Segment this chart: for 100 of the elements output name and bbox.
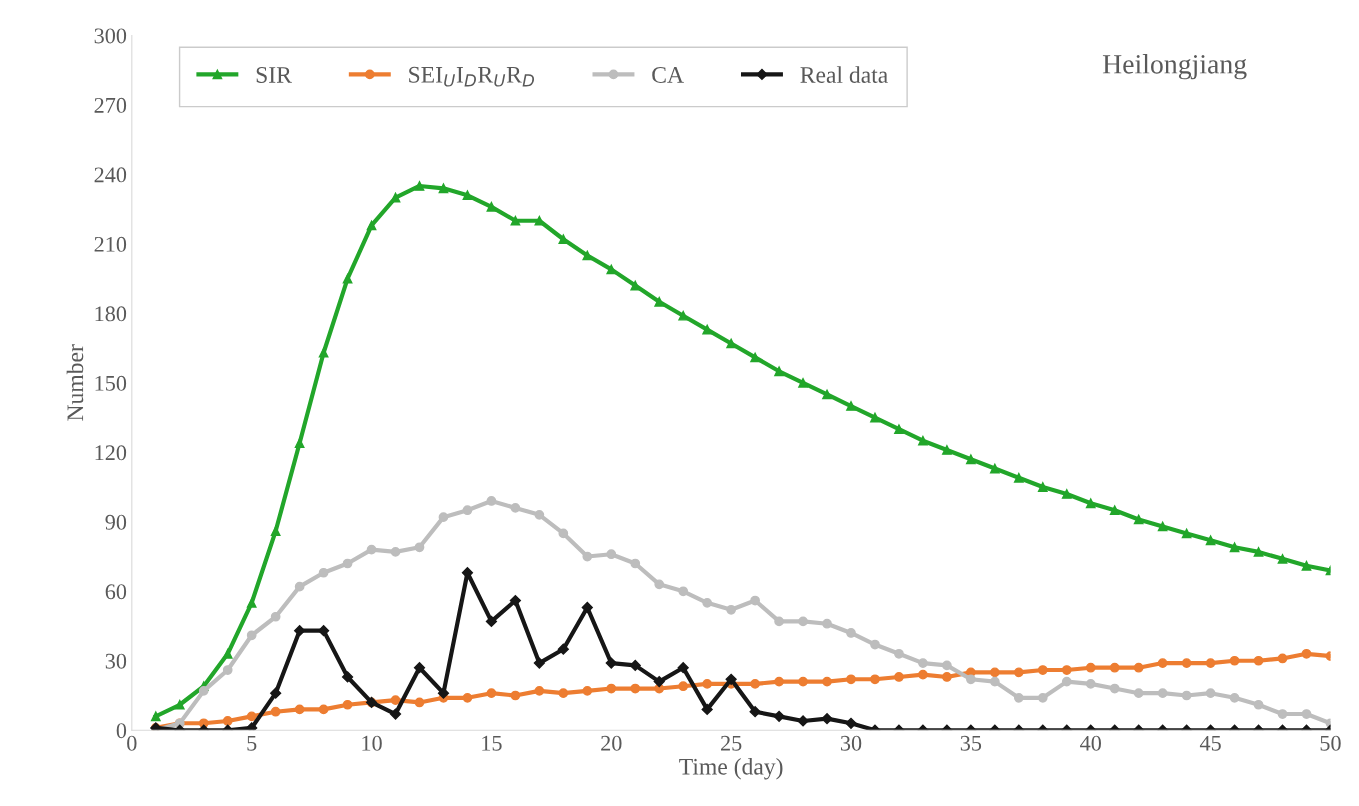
y-tick-label: 30 <box>105 653 127 669</box>
point <box>606 549 617 560</box>
point <box>1109 683 1120 694</box>
point <box>773 710 785 722</box>
point <box>1085 498 1096 509</box>
point <box>294 704 305 715</box>
point <box>1109 662 1120 673</box>
point <box>510 215 521 226</box>
point <box>318 347 329 358</box>
point <box>270 706 281 717</box>
point <box>726 604 737 615</box>
point <box>1157 688 1168 699</box>
point <box>654 296 665 307</box>
point <box>342 273 353 284</box>
y-tick-label: 90 <box>105 514 127 530</box>
point <box>1229 655 1240 666</box>
legend-label: Real data <box>800 66 888 83</box>
point <box>918 435 928 446</box>
point <box>414 697 425 708</box>
point <box>750 352 760 363</box>
point <box>653 675 665 688</box>
point <box>942 445 952 455</box>
point <box>462 505 473 516</box>
point <box>846 628 856 638</box>
point <box>222 665 233 675</box>
annotation: Heilongjiang <box>1102 54 1247 80</box>
y-tick-label: 60 <box>105 584 127 600</box>
point <box>1205 535 1216 546</box>
point <box>342 558 353 569</box>
point <box>774 676 784 687</box>
x-tick-label: 40 <box>1080 735 1101 751</box>
point <box>678 586 689 597</box>
point <box>942 672 952 682</box>
point <box>654 579 665 590</box>
point <box>1133 514 1144 525</box>
y-axis-title: Number <box>66 344 84 421</box>
point <box>270 526 281 536</box>
point <box>222 716 233 726</box>
y-tick-label: 240 <box>94 167 127 183</box>
point <box>630 558 641 569</box>
point <box>486 688 497 699</box>
point <box>845 717 857 729</box>
x-tick-label: 0 <box>127 735 137 751</box>
point <box>294 581 305 592</box>
point <box>533 657 545 669</box>
point <box>702 597 713 608</box>
point <box>318 704 329 715</box>
point <box>413 662 426 674</box>
point <box>798 616 808 627</box>
point <box>870 412 880 423</box>
point <box>1301 709 1312 719</box>
point <box>750 679 760 689</box>
point <box>1133 662 1144 673</box>
point <box>966 674 976 685</box>
point <box>822 389 832 400</box>
point <box>318 625 330 637</box>
point <box>270 687 282 699</box>
point <box>1085 662 1096 673</box>
point <box>822 618 832 629</box>
point <box>630 280 641 291</box>
legend-label: SIR <box>256 67 292 83</box>
point <box>534 509 545 520</box>
point <box>1205 658 1216 668</box>
x-tick-label: 15 <box>482 735 502 751</box>
point <box>294 438 305 448</box>
point <box>389 708 402 720</box>
point <box>246 722 258 731</box>
point <box>510 690 521 701</box>
y-tick-label: 300 <box>94 28 127 44</box>
point <box>1085 679 1096 689</box>
point <box>558 528 569 539</box>
point <box>918 658 928 668</box>
point <box>1229 692 1240 703</box>
point <box>341 671 354 683</box>
point <box>870 674 880 685</box>
point <box>390 192 401 203</box>
point <box>582 250 593 261</box>
point <box>942 660 952 671</box>
x-tick-label: 30 <box>840 735 862 751</box>
point <box>774 366 784 377</box>
point <box>342 699 353 710</box>
point <box>437 687 450 699</box>
point <box>486 201 497 212</box>
point <box>1013 472 1024 483</box>
point <box>390 547 401 557</box>
point <box>894 424 904 435</box>
point <box>894 648 904 659</box>
point <box>1181 658 1192 668</box>
point <box>1013 667 1024 678</box>
point <box>1061 665 1072 675</box>
point <box>989 667 1000 678</box>
point <box>918 669 928 680</box>
point <box>510 503 521 513</box>
point <box>846 674 856 685</box>
point <box>702 324 713 335</box>
point <box>678 310 689 321</box>
point <box>1301 560 1312 571</box>
point <box>1109 505 1120 516</box>
point <box>1277 653 1288 664</box>
point <box>894 672 904 682</box>
